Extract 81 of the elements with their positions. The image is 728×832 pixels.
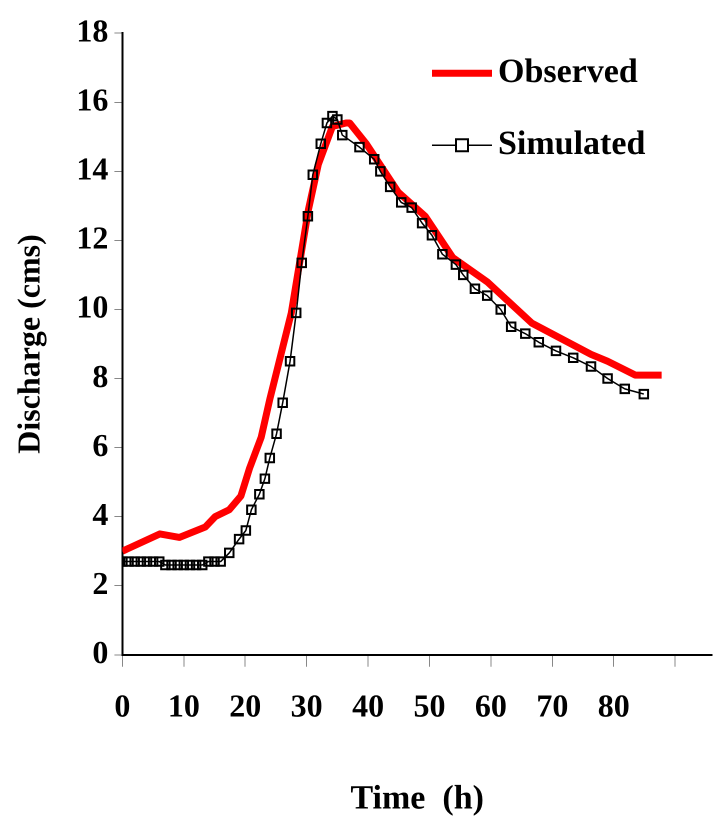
point <box>142 556 152 567</box>
point <box>246 504 257 516</box>
y-tick-label: 16 <box>76 82 108 118</box>
legend-label: Simulated <box>498 124 646 162</box>
point <box>166 560 177 570</box>
legend-label: Observed <box>498 52 638 90</box>
point <box>495 304 506 315</box>
point <box>534 337 544 348</box>
point <box>384 182 396 192</box>
point <box>470 284 480 294</box>
point <box>450 259 462 270</box>
point <box>172 560 183 570</box>
point <box>224 548 235 558</box>
point <box>197 560 208 570</box>
point <box>129 556 140 567</box>
point <box>260 473 270 484</box>
point <box>190 560 202 570</box>
point <box>136 556 146 567</box>
x-tick-label: 80 <box>598 687 630 724</box>
y-tick-label: 0 <box>92 634 108 670</box>
y-tick-label: 6 <box>92 426 108 463</box>
y-tick-label: 10 <box>76 288 108 325</box>
x-tick-label: 70 <box>536 687 568 724</box>
x-tick-label: 60 <box>474 687 507 724</box>
point <box>406 202 417 213</box>
point <box>284 356 296 367</box>
point <box>254 488 265 500</box>
point <box>375 166 386 177</box>
point <box>568 352 578 364</box>
x-axis-title: Time (h) <box>350 779 484 816</box>
point <box>240 525 252 536</box>
point <box>327 110 338 122</box>
point <box>316 138 326 149</box>
point <box>215 556 226 567</box>
point <box>234 534 244 544</box>
point <box>209 556 220 567</box>
point <box>178 560 190 570</box>
y-tick-label: 4 <box>92 496 108 532</box>
point <box>337 130 348 140</box>
point <box>458 270 469 280</box>
y-tick-label: 18 <box>76 12 108 48</box>
point <box>550 346 562 356</box>
x-tick-label: 0 <box>114 687 130 724</box>
point <box>520 328 531 339</box>
y-axis-title: Discharge (cms) <box>10 234 48 454</box>
point <box>482 290 492 301</box>
point <box>620 384 630 394</box>
point <box>123 556 134 567</box>
point <box>290 308 302 318</box>
point <box>586 361 596 372</box>
point <box>302 210 314 222</box>
x-tick-label: 40 <box>352 687 384 724</box>
point <box>296 258 307 268</box>
point <box>396 197 406 208</box>
point <box>154 556 164 567</box>
point <box>148 556 158 567</box>
point <box>332 114 343 125</box>
point <box>416 218 428 228</box>
point <box>602 373 613 384</box>
x-tick-label: 20 <box>229 687 262 724</box>
point <box>368 154 380 164</box>
y-tick-label: 12 <box>76 220 108 256</box>
point <box>160 560 171 570</box>
x-tick-label: 10 <box>168 687 200 724</box>
y-tick-label: 2 <box>92 565 108 601</box>
x-tick-label: 50 <box>413 687 446 724</box>
point <box>322 118 332 128</box>
point <box>437 248 448 260</box>
point <box>308 170 318 180</box>
y-tick-label: 8 <box>92 358 108 394</box>
point <box>203 556 214 567</box>
point <box>638 388 650 400</box>
point <box>277 397 288 408</box>
y-tick-label: 14 <box>76 150 108 187</box>
point <box>354 142 365 152</box>
point <box>184 560 196 570</box>
point <box>506 321 516 332</box>
point <box>426 230 438 240</box>
point <box>271 428 282 440</box>
point <box>264 452 276 464</box>
x-tick-label: 30 <box>290 687 323 724</box>
